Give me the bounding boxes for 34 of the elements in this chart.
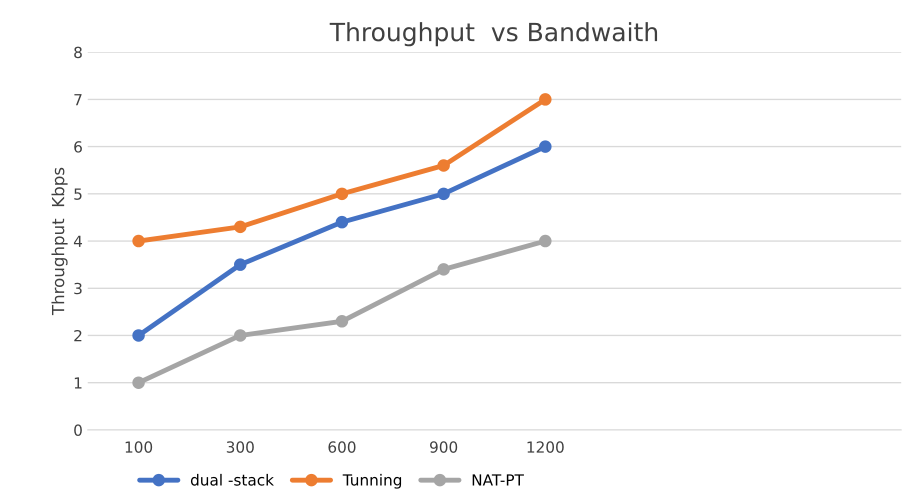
y-tick-label: 5 [74,188,82,200]
point [336,188,348,200]
point [234,220,247,234]
y-tick-label: 7 [74,94,82,106]
y-axis-title: Throughput Kbps [51,168,68,316]
point [437,159,450,172]
legend-label: dual -stack [190,474,274,486]
y-tick-label: 3 [74,282,82,294]
point [336,216,348,228]
x-tick-label: 1200 [528,441,564,453]
y-tick-label: 2 [74,330,82,342]
x-tick-label: 600 [328,441,356,453]
x-tick-label: 100 [126,441,152,453]
y-tick-label: 1 [74,377,82,388]
point [539,234,552,248]
y-tick-label: 6 [74,141,82,153]
x-tick-label: 900 [430,441,458,453]
point [539,140,552,153]
point [336,315,348,328]
y-tick-label: 4 [74,236,82,247]
point [539,93,552,106]
legend-label: NAT-PT [472,474,524,486]
point [234,258,247,271]
chart-title: Throughput vs Bandwaith [330,22,658,46]
point [132,376,145,389]
legend-label: Tunning [342,474,402,489]
point [132,234,145,248]
y-tick-label: 0 [74,424,82,436]
x-tick-label: 300 [226,441,254,453]
point [132,329,145,342]
y-tick-label: 8 [74,46,82,58]
point [234,329,247,342]
point [437,263,450,276]
point [437,188,450,200]
